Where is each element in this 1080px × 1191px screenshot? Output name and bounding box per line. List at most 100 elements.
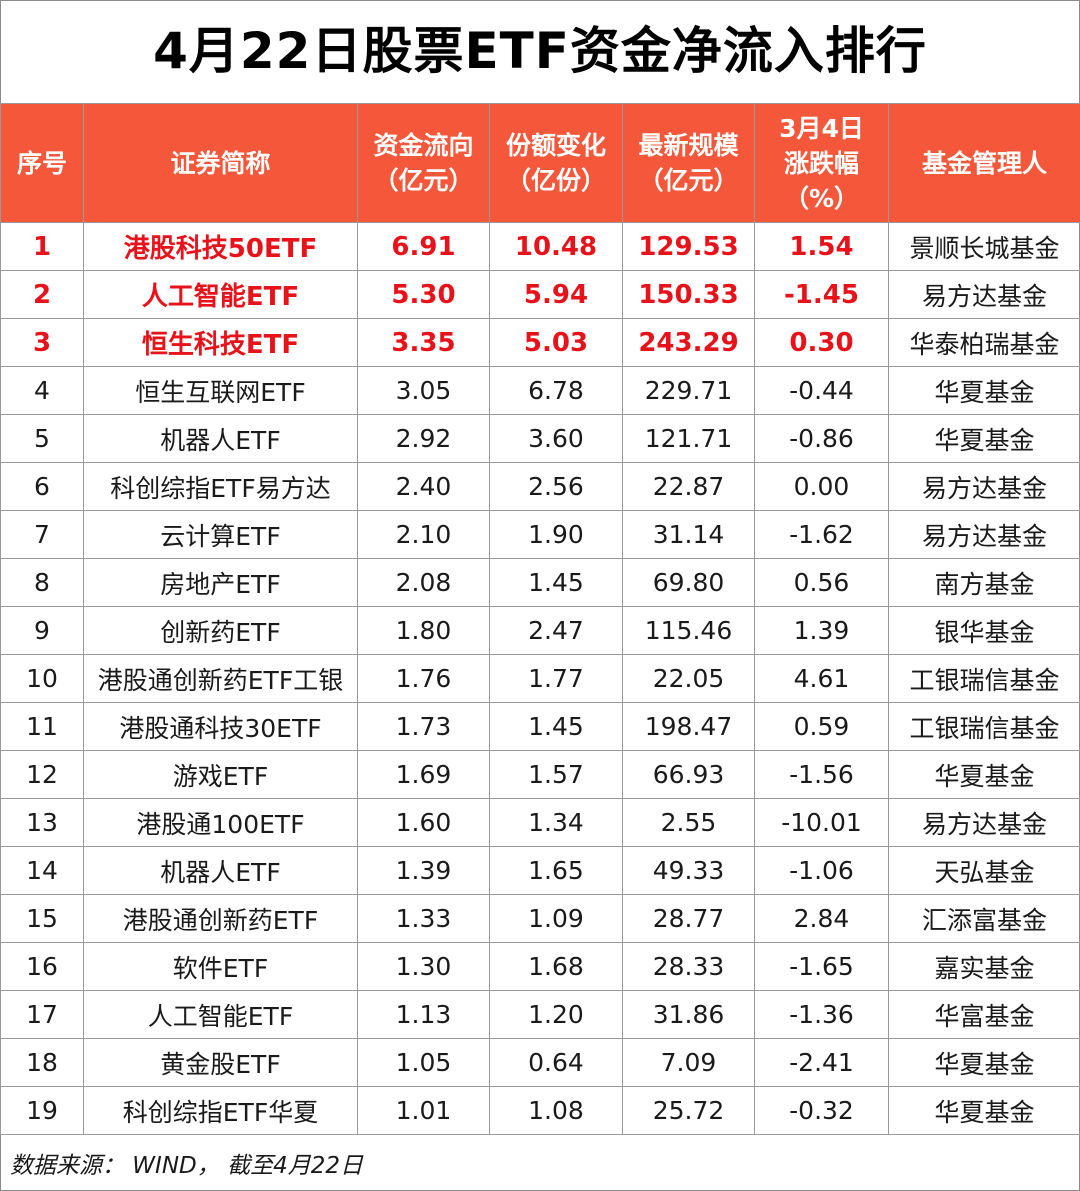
- table-row: 14 机器人ETF 1.39 1.65 49.33 -1.06 天弘基金: [0, 846, 1080, 895]
- cell-change: -1.56: [754, 750, 889, 799]
- cell-rank: 3: [0, 318, 84, 367]
- cell-shares: 1.57: [489, 750, 623, 799]
- cell-manager: 易方达基金: [888, 462, 1080, 511]
- cell-manager: 易方达基金: [888, 798, 1080, 847]
- cell-flow: 6.91: [357, 222, 490, 271]
- cell-scale: 121.71: [622, 414, 755, 463]
- cell-change: -1.62: [754, 510, 889, 559]
- cell-flow: 1.01: [357, 1086, 490, 1135]
- cell-manager: 华夏基金: [888, 1086, 1080, 1135]
- cell-scale: 28.33: [622, 942, 755, 991]
- cell-name: 房地产ETF: [83, 558, 358, 607]
- cell-change: -10.01: [754, 798, 889, 847]
- cell-name: 人工智能ETF: [83, 270, 358, 319]
- cell-rank: 15: [0, 894, 84, 943]
- cell-name: 港股通科技30ETF: [83, 702, 358, 751]
- table-row: 13 港股通100ETF 1.60 1.34 2.55 -10.01 易方达基金: [0, 798, 1080, 847]
- header-change: 3月4日 涨跌幅 （%）: [754, 103, 889, 223]
- header-name: 证券简称: [83, 103, 358, 223]
- cell-rank: 10: [0, 654, 84, 703]
- cell-manager: 工银瑞信基金: [888, 654, 1080, 703]
- cell-manager: 易方达基金: [888, 510, 1080, 559]
- table-row: 10 港股通创新药ETF工银 1.76 1.77 22.05 4.61 工银瑞信基金: [0, 654, 1080, 703]
- cell-shares: 1.77: [489, 654, 623, 703]
- cell-scale: 31.86: [622, 990, 755, 1039]
- cell-scale: 66.93: [622, 750, 755, 799]
- cell-change: -1.45: [754, 270, 889, 319]
- cell-flow: 2.40: [357, 462, 490, 511]
- cell-name: 科创综指ETF华夏: [83, 1086, 358, 1135]
- cell-manager: 华泰柏瑞基金: [888, 318, 1080, 367]
- cell-flow: 1.80: [357, 606, 490, 655]
- cell-scale: 69.80: [622, 558, 755, 607]
- cell-manager: 银华基金: [888, 606, 1080, 655]
- table-row: 19 科创综指ETF华夏 1.01 1.08 25.72 -0.32 华夏基金: [0, 1086, 1080, 1135]
- table-row: 5 机器人ETF 2.92 3.60 121.71 -0.86 华夏基金: [0, 414, 1080, 463]
- cell-manager: 嘉实基金: [888, 942, 1080, 991]
- cell-manager: 南方基金: [888, 558, 1080, 607]
- cell-shares: 0.64: [489, 1038, 623, 1087]
- cell-shares: 1.90: [489, 510, 623, 559]
- table-row: 7 云计算ETF 2.10 1.90 31.14 -1.62 易方达基金: [0, 510, 1080, 559]
- cell-name: 机器人ETF: [83, 414, 358, 463]
- cell-name: 黄金股ETF: [83, 1038, 358, 1087]
- cell-name: 创新药ETF: [83, 606, 358, 655]
- cell-manager: 汇添富基金: [888, 894, 1080, 943]
- cell-scale: 229.71: [622, 366, 755, 415]
- cell-scale: 115.46: [622, 606, 755, 655]
- cell-rank: 2: [0, 270, 84, 319]
- cell-rank: 13: [0, 798, 84, 847]
- cell-flow: 2.92: [357, 414, 490, 463]
- cell-change: -0.86: [754, 414, 889, 463]
- cell-manager: 华夏基金: [888, 1038, 1080, 1087]
- table-row: 18 黄金股ETF 1.05 0.64 7.09 -2.41 华夏基金: [0, 1038, 1080, 1087]
- cell-flow: 3.05: [357, 366, 490, 415]
- cell-flow: 1.13: [357, 990, 490, 1039]
- cell-rank: 8: [0, 558, 84, 607]
- cell-shares: 1.45: [489, 558, 623, 607]
- cell-rank: 19: [0, 1086, 84, 1135]
- cell-change: -1.06: [754, 846, 889, 895]
- cell-manager: 易方达基金: [888, 270, 1080, 319]
- cell-scale: 49.33: [622, 846, 755, 895]
- cell-rank: 7: [0, 510, 84, 559]
- cell-rank: 18: [0, 1038, 84, 1087]
- cell-manager: 工银瑞信基金: [888, 702, 1080, 751]
- cell-rank: 1: [0, 222, 84, 271]
- cell-shares: 10.48: [489, 222, 623, 271]
- table-row: 9 创新药ETF 1.80 2.47 115.46 1.39 银华基金: [0, 606, 1080, 655]
- cell-scale: 7.09: [622, 1038, 755, 1087]
- table-header-row: 序号 证券简称 资金流向 （亿元） 份额变化 （亿份） 最新规模 （亿元） 3月4日涨…: [0, 103, 1080, 223]
- cell-name: 港股通创新药ETF: [83, 894, 358, 943]
- cell-shares: 1.45: [489, 702, 623, 751]
- table-row: 15 港股通创新药ETF 1.33 1.09 28.77 2.84 汇添富基金: [0, 894, 1080, 943]
- table-row: 16 软件ETF 1.30 1.68 28.33 -1.65 嘉实基金: [0, 942, 1080, 991]
- cell-change: -1.36: [754, 990, 889, 1039]
- cell-name: 软件ETF: [83, 942, 358, 991]
- table-row: 11 港股通科技30ETF 1.73 1.45 198.47 0.59 工银瑞信基金: [0, 702, 1080, 751]
- cell-flow: 1.39: [357, 846, 490, 895]
- cell-shares: 1.20: [489, 990, 623, 1039]
- header-scale: 最新规模 （亿元）: [622, 103, 755, 223]
- cell-shares: 1.68: [489, 942, 623, 991]
- cell-shares: 5.94: [489, 270, 623, 319]
- cell-name: 恒生科技ETF: [83, 318, 358, 367]
- cell-scale: 31.14: [622, 510, 755, 559]
- cell-shares: 2.47: [489, 606, 623, 655]
- table-row: 17 人工智能ETF 1.13 1.20 31.86 -1.36 华富基金: [0, 990, 1080, 1039]
- cell-rank: 14: [0, 846, 84, 895]
- table-row: 4 恒生互联网ETF 3.05 6.78 229.71 -0.44 华夏基金: [0, 366, 1080, 415]
- cell-manager: 华富基金: [888, 990, 1080, 1039]
- cell-flow: 2.08: [357, 558, 490, 607]
- cell-change: -1.65: [754, 942, 889, 991]
- header-flow: 资金流向 （亿元）: [357, 103, 490, 223]
- header-rank: 序号: [0, 103, 84, 223]
- cell-name: 机器人ETF: [83, 846, 358, 895]
- table-row: 2 人工智能ETF 5.30 5.94 150.33 -1.45 易方达基金: [0, 270, 1080, 319]
- cell-change: 2.84: [754, 894, 889, 943]
- cell-scale: 28.77: [622, 894, 755, 943]
- table-row: 1 港股科技50ETF 6.91 10.48 129.53 1.54 景顺长城基金: [0, 222, 1080, 271]
- cell-scale: 198.47: [622, 702, 755, 751]
- cell-change: 1.54: [754, 222, 889, 271]
- cell-scale: 129.53: [622, 222, 755, 271]
